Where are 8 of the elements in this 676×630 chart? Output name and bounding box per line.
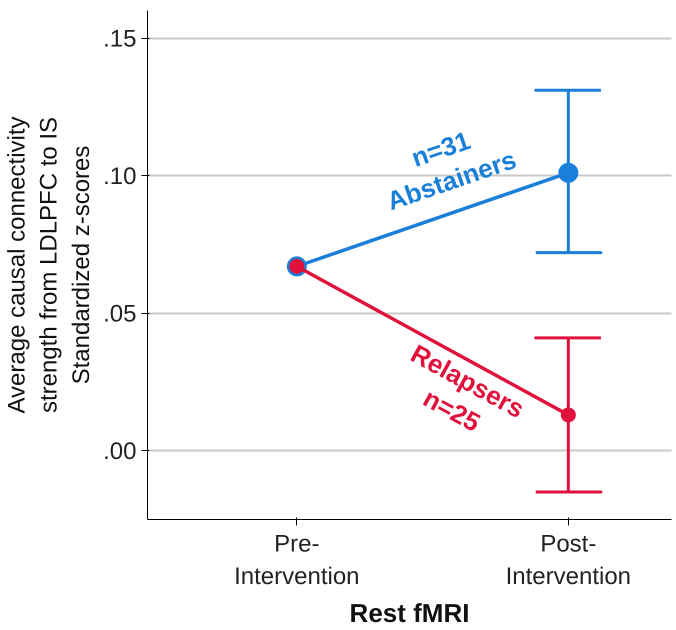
x-axis-title: Rest fMRI bbox=[350, 598, 470, 628]
y-tick-label: .00 bbox=[103, 438, 137, 466]
y-tick-label: .15 bbox=[103, 26, 137, 53]
x-tick-label: Post- Intervention bbox=[506, 530, 632, 590]
y-tick-label: .05 bbox=[103, 300, 137, 328]
x-tick-label: Pre- Intervention bbox=[234, 530, 360, 590]
y-axis-title: Average causal connectivity strength from LDLPFC to IS Standardized z-scores bbox=[3, 116, 96, 414]
y-tick-label: .10 bbox=[103, 163, 137, 190]
